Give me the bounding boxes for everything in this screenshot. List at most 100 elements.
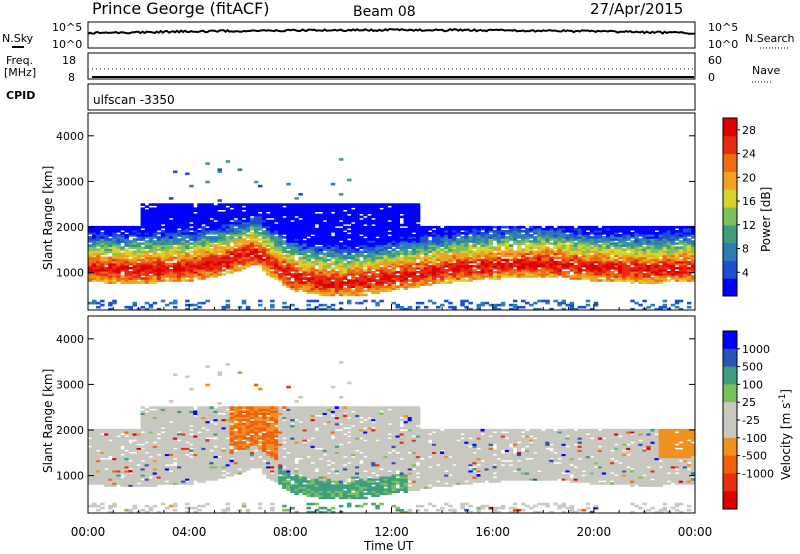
- power-cell: [601, 266, 607, 270]
- power-cell: [128, 242, 133, 245]
- power-cell: [326, 275, 332, 278]
- power-cell: [480, 250, 485, 254]
- power-cell: [112, 254, 117, 258]
- power-cell: [504, 244, 510, 247]
- power-cell: [593, 269, 599, 272]
- power-cell: [193, 258, 198, 262]
- power-cell: [654, 260, 659, 264]
- power-cell: [565, 264, 570, 268]
- power-cell: [318, 232, 324, 235]
- power-cell: [270, 211, 275, 215]
- power-cell: [472, 236, 477, 239]
- power-cell: [537, 269, 542, 272]
- power-cell: [614, 246, 619, 249]
- power-cell: [626, 279, 631, 282]
- power-cell: [262, 219, 267, 223]
- power-cell: [310, 260, 316, 264]
- power-cell: [545, 258, 550, 262]
- power-cell: [173, 227, 178, 231]
- power-cell: [549, 248, 554, 251]
- power-cell: [375, 250, 380, 254]
- power-cell: [108, 271, 113, 274]
- power-cell: [488, 275, 494, 278]
- power-cell: [116, 271, 121, 274]
- power-cell: [338, 230, 344, 233]
- power-cell: [638, 279, 643, 282]
- power-cell: [654, 307, 659, 311]
- power-cell: [642, 262, 647, 266]
- power-cell: [213, 260, 218, 264]
- power-cell: [521, 225, 526, 229]
- power-cell: [278, 250, 283, 254]
- power-cell: [225, 215, 231, 219]
- power-cell: [670, 244, 676, 247]
- power-cell: [577, 242, 583, 245]
- power-cell: [601, 246, 607, 249]
- power-cell: [334, 287, 340, 290]
- power-cell: [124, 275, 129, 278]
- power-cell: [464, 264, 469, 268]
- power-cell: [342, 207, 348, 210]
- power-cell: [205, 269, 210, 272]
- power-cell: [691, 277, 696, 280]
- power-cell: [585, 236, 591, 239]
- power-cell: [282, 230, 287, 233]
- power-cell: [253, 230, 259, 233]
- power-cell: [476, 305, 481, 309]
- power-cell: [468, 246, 473, 249]
- noise-panel-frame: [87, 21, 696, 49]
- power-cell: [666, 258, 672, 262]
- power-cell: [262, 217, 267, 221]
- power-cell: [156, 221, 162, 225]
- power-cell: [419, 260, 425, 264]
- power-cell: [375, 230, 380, 233]
- power-cell: [266, 258, 271, 262]
- power-cell: [577, 264, 583, 268]
- power-cell: [395, 303, 400, 307]
- power-cell: [108, 301, 113, 305]
- power-cell: [367, 275, 372, 278]
- power-cell: [112, 246, 117, 249]
- power-cell: [112, 225, 117, 229]
- power-cell: [516, 227, 522, 231]
- power-cell: [484, 273, 490, 276]
- power-cell: [674, 273, 680, 276]
- power-cell: [565, 275, 570, 278]
- power-cell: [610, 260, 615, 264]
- power-cell: [646, 248, 651, 251]
- power-cell: [152, 207, 158, 210]
- power-cell: [185, 258, 190, 262]
- power-cell: [371, 232, 376, 235]
- power-cell: [326, 293, 332, 297]
- power-cell: [124, 256, 129, 260]
- power-cell: [371, 279, 376, 282]
- power-cell: [233, 266, 239, 270]
- power-cell: [419, 230, 425, 233]
- power-cell: [407, 258, 413, 262]
- power-cell: [266, 262, 271, 266]
- power-cell: [436, 250, 441, 254]
- power-cell: [245, 215, 251, 219]
- power-cell: [379, 254, 384, 258]
- power-cell: [549, 230, 554, 233]
- power-cell: [294, 269, 299, 272]
- power-cell: [355, 236, 360, 239]
- power-cell: [363, 225, 368, 229]
- power-cell: [177, 258, 182, 262]
- power-cell: [140, 250, 146, 254]
- power-cell: [379, 256, 384, 260]
- velocity-cell: [116, 467, 121, 471]
- power-cell: [177, 205, 182, 208]
- power-cell: [351, 275, 356, 278]
- power-cell: [310, 266, 316, 270]
- power-cell: [654, 271, 659, 274]
- velocity-cell: [96, 504, 101, 508]
- power-cell: [88, 262, 93, 266]
- power-cell: [367, 227, 372, 231]
- power-cell: [168, 250, 174, 254]
- power-cell: [436, 258, 441, 262]
- power-cell: [213, 225, 218, 229]
- power-cell: [573, 242, 579, 245]
- power-cell: [622, 279, 627, 282]
- power-cell: [525, 260, 530, 264]
